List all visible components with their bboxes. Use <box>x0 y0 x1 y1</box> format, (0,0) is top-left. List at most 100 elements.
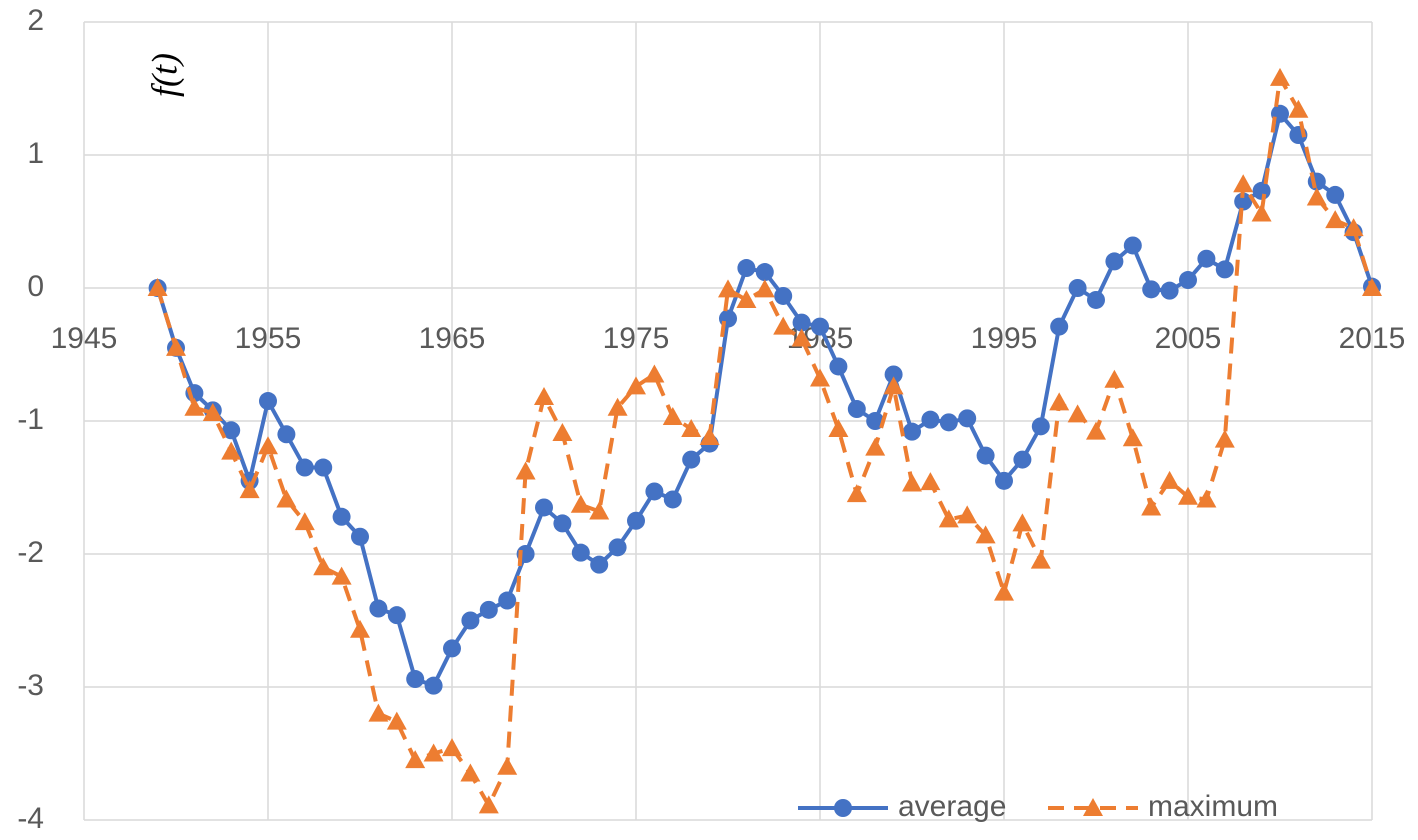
marker <box>773 316 794 335</box>
marker <box>1049 392 1070 411</box>
legend-label: average <box>898 790 1006 823</box>
marker <box>1325 210 1346 229</box>
marker <box>442 738 462 757</box>
marker <box>478 795 499 814</box>
marker <box>995 471 1013 490</box>
marker <box>921 410 940 429</box>
marker <box>1215 260 1234 279</box>
x-tick-label: 1995 <box>971 322 1038 355</box>
y-tick-label: 0 <box>27 270 44 303</box>
marker <box>607 397 628 416</box>
marker <box>1233 174 1254 193</box>
marker <box>313 557 334 576</box>
marker <box>1013 450 1032 469</box>
marker <box>1123 236 1142 255</box>
marker <box>1142 280 1161 299</box>
marker <box>424 676 443 695</box>
marker <box>351 527 369 546</box>
marker <box>258 436 278 455</box>
marker <box>1105 252 1124 271</box>
legend-marker <box>834 799 852 817</box>
marker <box>1214 429 1235 448</box>
marker <box>460 763 481 782</box>
marker <box>939 413 958 432</box>
marker <box>902 473 922 492</box>
legend-marker <box>1083 798 1103 816</box>
y-axis-label: f(t) <box>144 53 184 97</box>
x-tick-label: 2005 <box>1155 322 1222 355</box>
marker <box>570 494 591 513</box>
marker <box>1159 470 1180 489</box>
marker <box>166 337 186 356</box>
marker <box>903 422 921 441</box>
marker <box>1104 369 1125 388</box>
x-tick-label: 1965 <box>419 322 486 355</box>
marker <box>423 743 444 762</box>
marker <box>627 511 645 530</box>
marker <box>1160 281 1179 300</box>
marker <box>1362 278 1382 296</box>
marker <box>202 403 223 422</box>
marker <box>221 441 242 460</box>
marker <box>147 278 168 296</box>
marker <box>866 412 885 430</box>
marker <box>1288 99 1309 118</box>
marker <box>1067 404 1088 423</box>
marker <box>387 606 406 625</box>
series-line <box>155 75 1374 808</box>
y-tick-label: -2 <box>17 536 44 569</box>
y-tick-label: -4 <box>17 802 44 835</box>
legend-label: maximum <box>1148 790 1278 823</box>
marker <box>1122 428 1143 447</box>
marker <box>331 566 352 585</box>
marker <box>846 484 867 503</box>
marker <box>1252 181 1271 200</box>
marker <box>737 259 756 278</box>
y-tick-label: -3 <box>17 669 44 702</box>
marker <box>1141 497 1162 516</box>
marker <box>829 357 848 376</box>
marker <box>920 472 941 491</box>
y-tick-label: 1 <box>27 137 44 170</box>
marker <box>754 279 775 298</box>
marker <box>1234 192 1253 211</box>
marker <box>314 458 333 477</box>
marker <box>662 407 683 426</box>
marker <box>443 639 461 658</box>
marker <box>386 711 407 730</box>
marker <box>479 600 498 619</box>
marker <box>626 376 646 395</box>
marker <box>552 422 573 441</box>
marker <box>589 501 610 520</box>
marker <box>810 368 830 387</box>
marker <box>184 397 205 416</box>
marker <box>1343 218 1364 237</box>
y-tick-label: 2 <box>27 4 44 37</box>
marker <box>976 446 995 465</box>
marker <box>736 289 757 308</box>
marker <box>535 498 553 517</box>
marker <box>865 437 886 456</box>
marker <box>350 619 370 638</box>
x-tick-label: 1945 <box>51 322 118 355</box>
marker <box>1012 513 1033 532</box>
marker <box>1030 550 1051 569</box>
marker <box>994 582 1014 601</box>
marker <box>1251 203 1272 222</box>
marker <box>884 365 903 384</box>
marker <box>681 418 702 437</box>
marker <box>277 425 296 444</box>
marker <box>938 509 959 528</box>
marker <box>791 328 812 347</box>
marker <box>369 599 388 618</box>
marker <box>811 317 829 336</box>
marker <box>497 756 518 775</box>
marker <box>461 611 480 630</box>
marker <box>1197 249 1216 268</box>
x-tick-label: 1975 <box>603 322 670 355</box>
marker <box>590 555 609 574</box>
marker <box>608 538 627 557</box>
marker <box>1326 185 1345 204</box>
marker <box>259 392 277 411</box>
marker <box>682 450 701 469</box>
